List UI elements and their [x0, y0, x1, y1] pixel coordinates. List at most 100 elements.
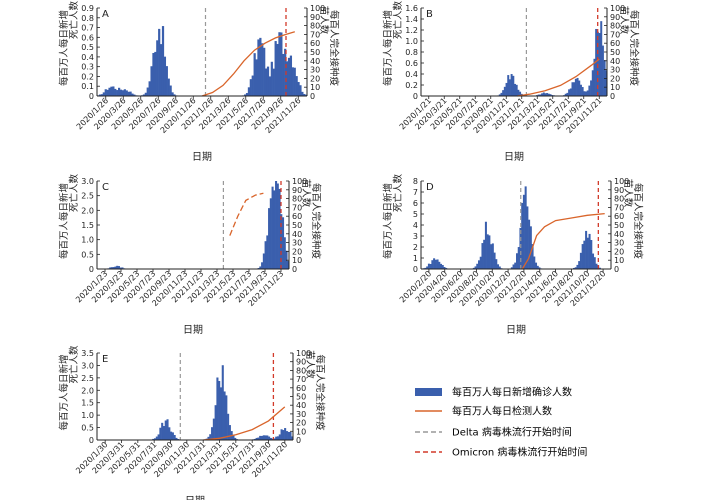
bar — [546, 93, 549, 96]
bar — [483, 239, 486, 269]
bar — [159, 427, 162, 440]
x-axis-title: 日期 — [183, 324, 203, 336]
panel-letter: A — [102, 9, 109, 20]
y2-tick-label: 70 — [296, 375, 306, 384]
bar — [121, 90, 125, 96]
bar — [573, 267, 576, 269]
y2-axis-title: 每百人完全接种疫 — [314, 354, 326, 431]
y-tick-label: 1.2 — [405, 26, 418, 35]
bar — [161, 26, 165, 97]
bar — [598, 267, 601, 269]
bar — [502, 90, 505, 96]
vaccination-line — [521, 212, 605, 270]
bar — [301, 91, 304, 96]
y2-tick-label: 90 — [614, 186, 624, 195]
y2-tick-label: 10 — [614, 256, 624, 265]
y-axis-title: 每百万人每日新增 — [382, 183, 394, 259]
bar — [154, 438, 157, 440]
bar — [574, 267, 577, 269]
bar — [160, 44, 163, 96]
y-axis-title-line2: 死亡人数 — [68, 345, 80, 384]
bar — [268, 76, 272, 96]
bar — [581, 244, 584, 269]
y2-tick-label: 50 — [292, 221, 302, 230]
bar — [276, 183, 279, 269]
bar — [273, 438, 276, 440]
bar — [426, 266, 429, 269]
bar — [590, 240, 593, 269]
bar — [225, 395, 228, 440]
bar — [207, 436, 210, 440]
y2-tick-label: 20 — [610, 74, 620, 83]
bar — [568, 89, 571, 96]
y-tick-label: 0 — [413, 92, 418, 101]
y-tick-label: 0 — [89, 92, 94, 101]
bar — [289, 55, 293, 96]
y-axis-title-line2: 死亡人数 — [68, 174, 80, 213]
bar — [522, 194, 525, 269]
y2-tick-label: 80 — [296, 366, 306, 375]
bar — [211, 427, 214, 440]
y2-axis-title-line2: 苗人数 — [300, 179, 312, 208]
y2-tick-label: 40 — [292, 230, 302, 239]
bar — [535, 262, 538, 269]
bar — [100, 94, 104, 96]
bar — [547, 93, 550, 96]
y2-tick-label: 0 — [610, 92, 615, 101]
bar — [592, 253, 595, 269]
bar — [269, 437, 272, 440]
bar — [163, 56, 167, 96]
bar — [595, 28, 598, 97]
panel-letter: E — [102, 354, 108, 365]
y2-tick-label: 0 — [296, 436, 301, 445]
bar — [168, 427, 171, 440]
bar — [255, 437, 258, 440]
y2-tick-label: 80 — [292, 195, 302, 204]
panel-c: 00.51.01.52.02.53.0010203040506070809010… — [58, 174, 322, 336]
bar — [598, 33, 601, 96]
y2-tick-label: 60 — [310, 39, 320, 48]
y2-tick-label: 20 — [310, 74, 320, 83]
x-axis-title: 日期 — [504, 151, 524, 163]
bar — [169, 85, 172, 96]
y-tick-label: 1 — [413, 254, 418, 263]
bar — [259, 435, 262, 440]
bar — [117, 266, 120, 269]
bar — [524, 186, 527, 269]
bar — [512, 264, 515, 269]
bar — [268, 208, 271, 269]
bar — [590, 80, 593, 96]
bar — [123, 89, 126, 96]
y-tick-label: 0 — [413, 265, 418, 274]
bar — [500, 92, 503, 96]
y2-tick-label: 10 — [296, 427, 306, 436]
bar — [257, 39, 260, 96]
bar — [262, 435, 265, 440]
y2-axis-title-line2: 苗人数 — [304, 350, 316, 379]
y2-tick-label: 100 — [292, 177, 307, 186]
bar — [429, 263, 432, 269]
y2-axis-title-line2: 苗人数 — [622, 179, 634, 208]
bar — [583, 240, 586, 269]
y-tick-label: 0.4 — [81, 53, 94, 62]
vaccination-line — [229, 192, 264, 236]
y-tick-label: 0.6 — [405, 59, 418, 68]
bar — [574, 78, 577, 96]
bar — [601, 45, 604, 96]
y2-tick-label: 30 — [292, 239, 302, 248]
bar — [284, 48, 287, 96]
bar — [605, 70, 608, 96]
bar — [585, 230, 588, 269]
bar — [166, 419, 169, 440]
bar — [234, 437, 237, 440]
bar — [586, 90, 589, 96]
y2-tick-label: 10 — [292, 256, 302, 265]
y2-axis-title: 每百人完全接种疫 — [628, 10, 640, 87]
bar — [514, 83, 516, 96]
bar — [173, 94, 176, 96]
bar — [165, 66, 168, 96]
y-tick-label: 3.5 — [81, 349, 94, 358]
bar — [284, 428, 287, 440]
y2-tick-label: 30 — [614, 239, 624, 248]
